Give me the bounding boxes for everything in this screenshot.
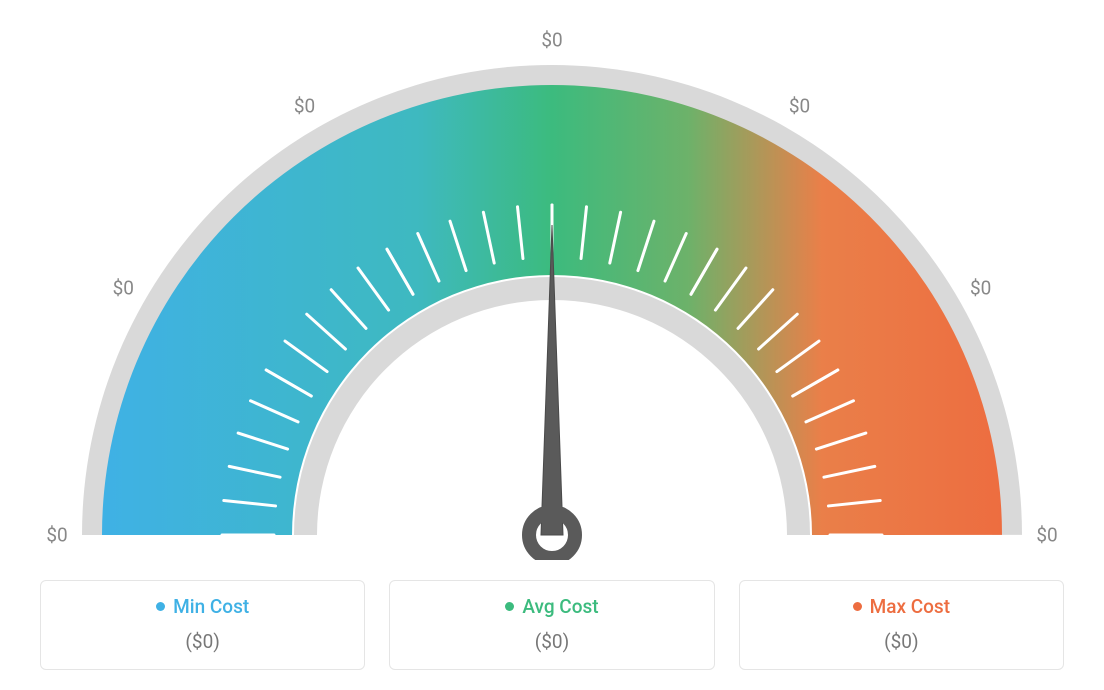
legend-value-min: ($0) xyxy=(51,630,354,653)
legend-header-avg: Avg Cost xyxy=(400,595,703,618)
legend-header-max: Max Cost xyxy=(750,595,1053,618)
gauge-chart: $0 $0 $0 $0 $0 $0 $0 xyxy=(0,0,1104,560)
legend-card-max: Max Cost ($0) xyxy=(739,580,1064,670)
gauge-tick-label: $0 xyxy=(1036,524,1057,547)
cost-gauge-widget: $0 $0 $0 $0 $0 $0 $0 Min Cost ($0) Avg Cost ($… xyxy=(0,0,1104,690)
gauge-svg xyxy=(0,0,1104,560)
legend-dot-avg xyxy=(505,602,514,611)
legend-label-max: Max Cost xyxy=(870,595,950,618)
gauge-tick-label: $0 xyxy=(541,29,562,52)
legend-header-min: Min Cost xyxy=(51,595,354,618)
gauge-tick-label: $0 xyxy=(46,524,67,547)
gauge-tick-label: $0 xyxy=(970,276,991,299)
legend-card-avg: Avg Cost ($0) xyxy=(389,580,714,670)
legend-label-avg: Avg Cost xyxy=(522,595,598,618)
legend-row: Min Cost ($0) Avg Cost ($0) Max Cost ($0… xyxy=(40,580,1064,670)
gauge-tick-label: $0 xyxy=(789,95,810,118)
legend-card-min: Min Cost ($0) xyxy=(40,580,365,670)
legend-label-min: Min Cost xyxy=(173,595,249,618)
legend-value-max: ($0) xyxy=(750,630,1053,653)
legend-dot-min xyxy=(156,602,165,611)
gauge-tick-label: $0 xyxy=(113,276,134,299)
legend-value-avg: ($0) xyxy=(400,630,703,653)
legend-dot-max xyxy=(853,602,862,611)
gauge-tick-label: $0 xyxy=(294,95,315,118)
